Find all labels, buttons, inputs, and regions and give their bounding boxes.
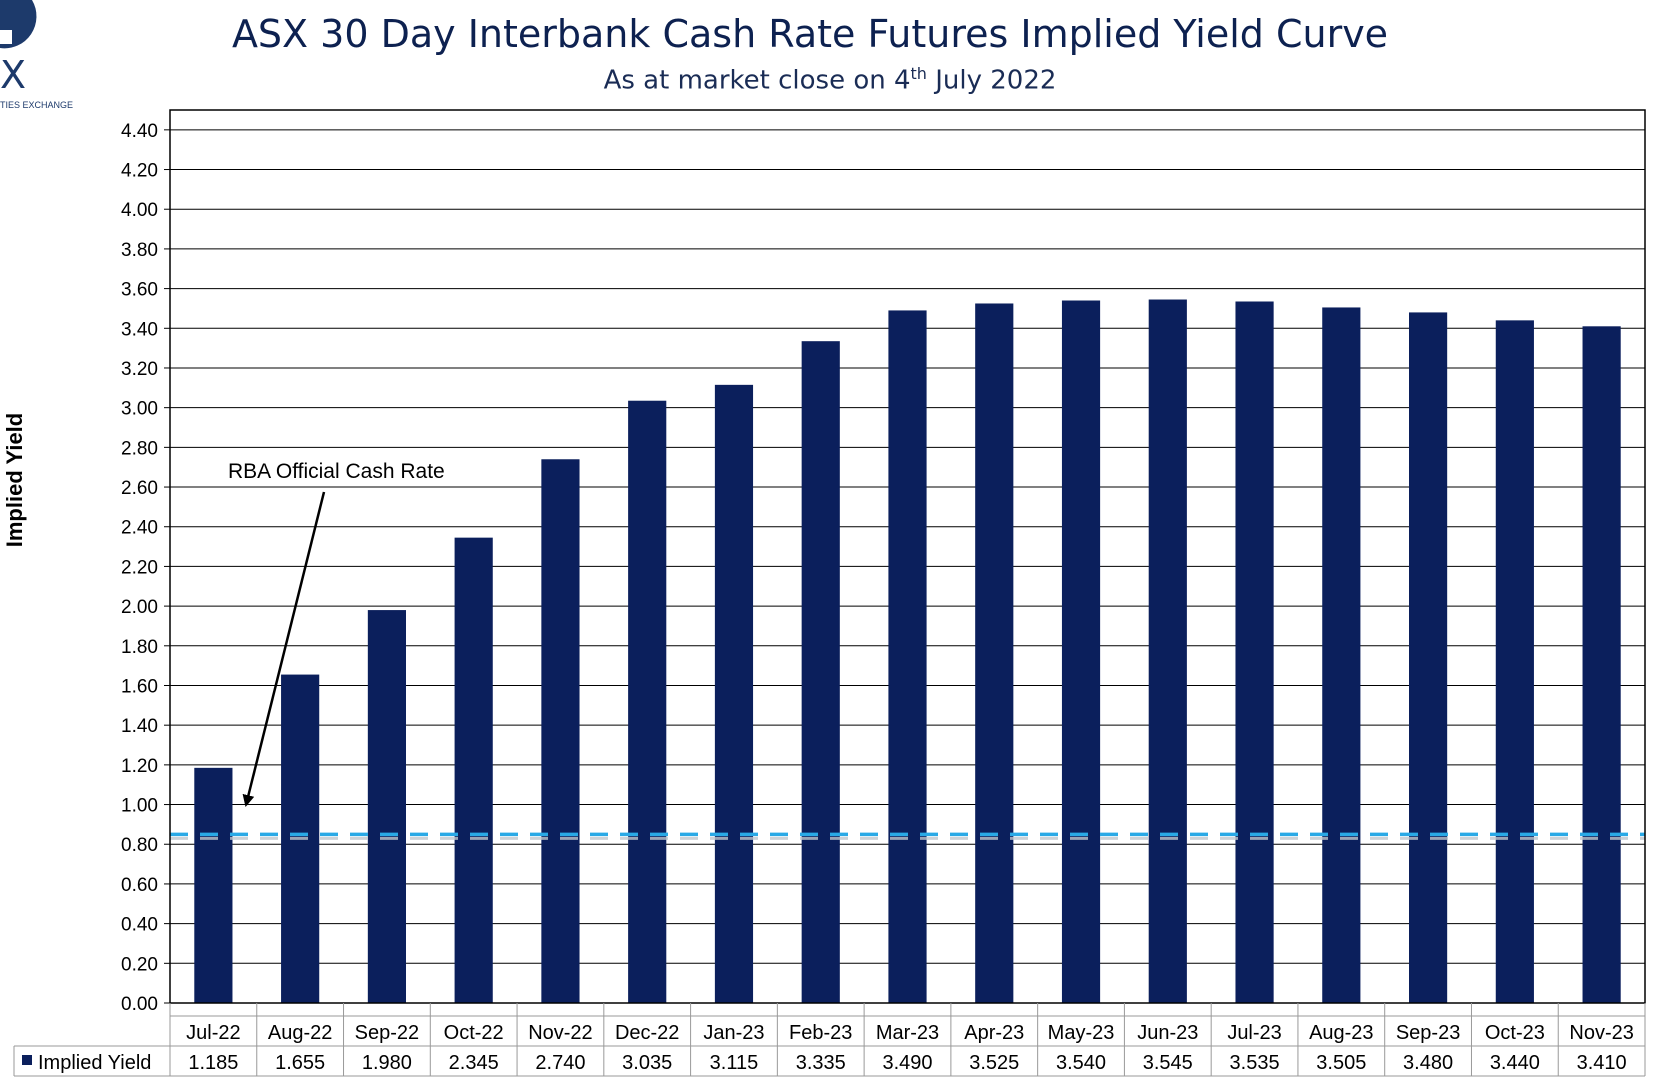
data-label: 1.655 <box>275 1052 325 1074</box>
data-label: 3.480 <box>1403 1052 1453 1074</box>
data-table: Jul-22 1.185 Aug-22 1.655 Sep-22 1.980 Oct-22 2… <box>13 1003 1646 1077</box>
data-label: 3.525 <box>969 1052 1019 1074</box>
x-tick-label: Aug-22 <box>268 1022 333 1044</box>
plot-area-border <box>169 109 1646 1004</box>
data-label: 3.115 <box>710 1052 759 1074</box>
x-tick-label: Sep-22 <box>355 1022 420 1044</box>
chart-subtitle: As at market close on 4th July 2022 <box>0 64 1660 96</box>
y-tick-label: 3.40 <box>121 319 158 340</box>
logo-caption: TIES EXCHANGE <box>0 100 73 110</box>
logo-gap <box>0 30 12 44</box>
data-label: 3.335 <box>796 1052 846 1074</box>
logo-mark: X <box>0 53 26 97</box>
bar <box>194 767 233 1003</box>
data-label: 1.185 <box>188 1052 238 1074</box>
y-tick-label: 0.80 <box>121 835 158 856</box>
bar <box>1409 312 1448 1003</box>
x-tick-label: Nov-22 <box>528 1022 592 1044</box>
data-label: 1.980 <box>362 1052 412 1074</box>
data-label: 3.545 <box>1143 1052 1193 1074</box>
bar <box>541 459 580 1003</box>
data-label: 2.345 <box>449 1052 499 1074</box>
y-tick-label: 0.60 <box>121 875 158 896</box>
bar <box>1495 320 1534 1004</box>
y-tick-label: 4.40 <box>121 121 158 142</box>
y-tick-label: 2.20 <box>121 557 158 578</box>
bar <box>1061 300 1101 1003</box>
data-label: 3.540 <box>1056 1052 1106 1074</box>
chart-title: ASX 30 Day Interbank Cash Rate Futures I… <box>231 12 1389 56</box>
x-tick-label: Apr-23 <box>964 1022 1024 1044</box>
data-label: 3.410 <box>1577 1052 1627 1074</box>
x-tick-label: Jun-23 <box>1137 1022 1198 1044</box>
bar <box>1148 299 1187 1004</box>
bar <box>888 310 927 1003</box>
x-tick-label: Oct-23 <box>1485 1022 1545 1044</box>
bar <box>975 303 1014 1003</box>
data-label: 3.440 <box>1490 1052 1540 1074</box>
x-tick-label: Feb-23 <box>789 1022 852 1044</box>
x-tick-label: Nov-23 <box>1569 1022 1633 1044</box>
y-tick-label: 4.00 <box>121 200 158 221</box>
bar <box>454 537 493 1003</box>
y-tick-label: 1.40 <box>121 716 158 737</box>
bar <box>1235 301 1274 1003</box>
x-tick-label: Mar-23 <box>876 1022 939 1044</box>
y-tick-label: 3.80 <box>121 240 158 261</box>
data-label: 3.505 <box>1316 1052 1366 1074</box>
y-tick-label: 2.00 <box>121 597 158 618</box>
bar-series <box>194 299 1621 1004</box>
annotation-layer: RBA Official Cash Rate <box>228 460 445 807</box>
bar <box>628 400 667 1004</box>
subtitle-prefix: As at market close on 4 <box>603 65 911 96</box>
x-tick-label: Jan-23 <box>703 1022 764 1044</box>
x-tick-label: Sep-23 <box>1396 1022 1461 1044</box>
asx-logo: X TIES EXCHANGE <box>0 0 73 110</box>
y-tick-label: 1.80 <box>121 637 158 658</box>
y-tick-labels: 0.00 0.20 0.40 0.60 0.80 1.00 1.20 1.40 1.60 1.80… <box>121 121 158 1015</box>
y-tick-label: 3.20 <box>121 359 158 380</box>
y-tick-label: 3.60 <box>121 280 158 301</box>
bar <box>367 610 406 1003</box>
subtitle-superscript: th <box>910 64 927 83</box>
bar <box>1582 326 1621 1003</box>
y-tick-label: 0.40 <box>121 915 158 936</box>
y-tick-label: 4.20 <box>121 161 158 182</box>
data-label: 3.035 <box>622 1052 672 1074</box>
legend-label: Implied Yield <box>38 1052 151 1074</box>
y-tick-label: 2.60 <box>121 478 158 499</box>
x-tick-label: Aug-23 <box>1309 1022 1374 1044</box>
y-tick-label: 1.60 <box>121 676 158 697</box>
x-tick-label: May-23 <box>1048 1022 1115 1044</box>
rba-cash-rate-annotation: RBA Official Cash Rate <box>228 460 445 483</box>
y-tick-label: 1.20 <box>121 756 158 777</box>
data-label: 3.535 <box>1230 1052 1280 1074</box>
annotation-arrow <box>242 491 326 807</box>
bar <box>801 341 840 1004</box>
bar <box>1322 307 1361 1003</box>
x-tick-label: Dec-22 <box>615 1022 679 1044</box>
y-tick-label: 0.00 <box>121 994 158 1015</box>
bar <box>714 384 754 1003</box>
x-tick-label: Jul-23 <box>1227 1022 1281 1044</box>
y-tick-label: 2.80 <box>121 438 158 459</box>
y-tick-label: 0.20 <box>121 954 158 975</box>
legend-swatch <box>22 1055 32 1065</box>
y-tick-label: 2.40 <box>121 518 158 539</box>
subtitle-suffix: July 2022 <box>926 65 1057 96</box>
y-tick-label: 1.00 <box>121 796 158 817</box>
data-label: 3.490 <box>882 1052 932 1074</box>
data-label: 2.740 <box>535 1052 585 1074</box>
x-tick-label: Jul-22 <box>186 1022 240 1044</box>
x-tick-label: Oct-22 <box>444 1022 504 1044</box>
reference-line-layer <box>170 832 1645 840</box>
y-tick-label: 3.00 <box>121 399 158 420</box>
